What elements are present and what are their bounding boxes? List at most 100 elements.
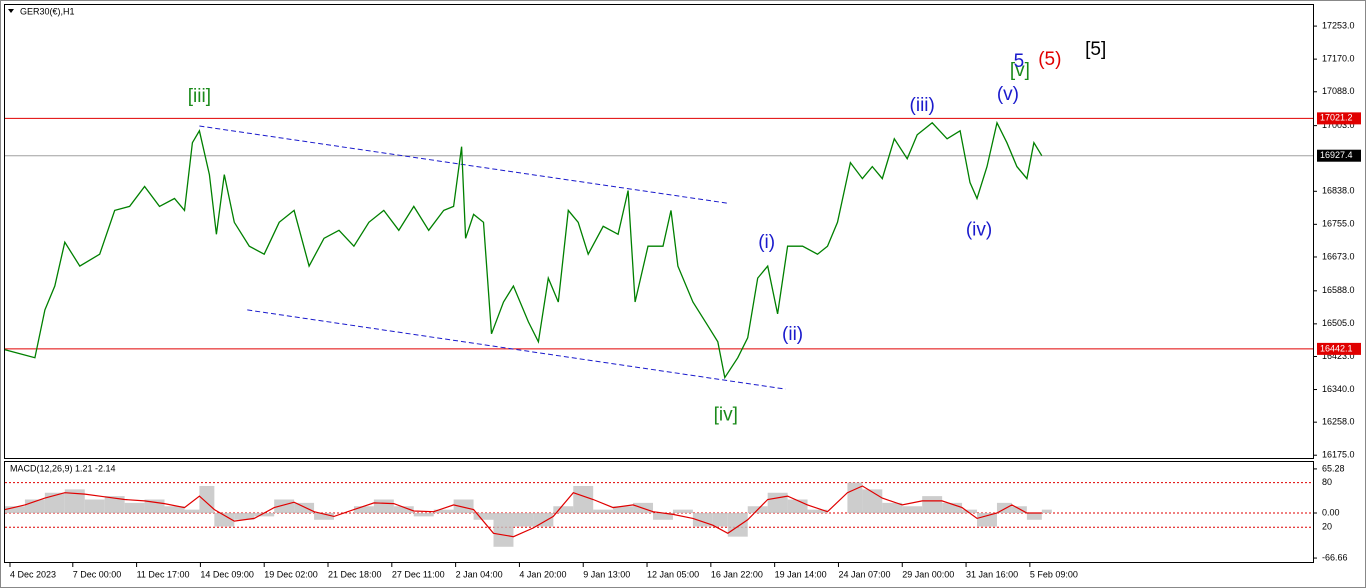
macd-bar	[787, 499, 808, 514]
level-label-box	[1317, 112, 1361, 125]
x-tick-label: 24 Jan 07:00	[838, 569, 890, 579]
x-tick-label: 19 Dec 02:00	[264, 569, 318, 579]
y-tick-label: 16838.0	[1322, 186, 1355, 196]
y-tick-label: 17088.0	[1322, 86, 1355, 96]
macd-bar	[533, 513, 554, 527]
macd-bar	[5, 506, 25, 514]
macd-bar	[124, 502, 145, 514]
y-tick-label: 16258.0	[1322, 417, 1355, 427]
x-tick-label: 14 Dec 09:00	[200, 569, 254, 579]
y-tick-label: 16340.0	[1322, 384, 1355, 394]
macd-bar	[1026, 513, 1042, 520]
macd-bar	[653, 513, 673, 520]
macd-bar	[922, 496, 943, 514]
macd-bar	[712, 513, 728, 527]
macd-bar	[962, 509, 978, 514]
y-tick-label: 16588.0	[1322, 285, 1355, 295]
macd-bar	[847, 482, 863, 514]
macd-bar	[613, 506, 634, 514]
wave-label: (iv)	[966, 219, 992, 240]
y-tick-label: 17003.0	[1322, 120, 1355, 130]
y-tick-label: 65.28	[1322, 463, 1345, 473]
wave-label: (i)	[758, 232, 775, 253]
level-label-box	[1317, 149, 1361, 162]
macd-bar	[199, 485, 215, 514]
macd-bar	[84, 499, 105, 514]
macd-title: MACD(12,26,9) 1.21 -2.14	[10, 463, 116, 473]
panel-menu-icon[interactable]	[8, 9, 14, 13]
level-label: 80	[1322, 477, 1332, 487]
x-tick-label: 5 Feb 09:00	[1030, 569, 1078, 579]
x-tick-label: 9 Jan 13:00	[583, 569, 630, 579]
y-tick-label: 0.00	[1322, 507, 1340, 517]
x-tick-label: 11 Dec 17:00	[137, 569, 190, 579]
macd-bar	[573, 485, 594, 514]
price-line	[4, 120, 1043, 380]
wave-label: (v)	[997, 84, 1019, 105]
macd-bar	[593, 509, 614, 514]
wave-label: [5]	[1085, 39, 1106, 60]
chart-title: GER30(€),H1	[20, 6, 75, 16]
macd-bar	[294, 502, 315, 514]
x-tick-label: 19 Jan 14:00	[775, 569, 827, 579]
wave-label: (ii)	[782, 324, 803, 345]
wave-label: [iii]	[188, 86, 211, 107]
macd-bar	[902, 506, 923, 514]
macd-bar	[1041, 509, 1052, 514]
macd-bar	[862, 489, 883, 514]
wave-label: [iv]	[714, 404, 738, 425]
signal-line	[4, 485, 1042, 538]
macd-bar	[553, 506, 574, 514]
macd-bar	[184, 509, 200, 514]
macd-bar	[942, 502, 963, 514]
y-tick-label: 17253.0	[1322, 20, 1355, 30]
macd-bar	[44, 492, 65, 514]
x-tick-label: 4 Jan 20:00	[519, 569, 566, 579]
x-tick-label: 7 Dec 00:00	[73, 569, 122, 579]
level-label: 16927.4	[1320, 150, 1353, 160]
level-label: 16442.1	[1320, 343, 1353, 353]
macd-bar	[807, 509, 828, 514]
price-panel	[4, 4, 1314, 459]
macd-bar	[882, 502, 903, 514]
macd-bar	[314, 513, 334, 520]
level-label-box	[1317, 342, 1361, 355]
wave-label: (iii)	[910, 95, 935, 116]
macd-bar	[513, 513, 534, 527]
macd-bar	[473, 513, 494, 520]
macd-bar	[977, 513, 997, 527]
y-tick-label: 16423.0	[1322, 351, 1355, 361]
macd-bar	[996, 502, 1012, 514]
macd-bar	[234, 513, 255, 520]
macd-panel	[4, 461, 1314, 563]
macd-bar	[254, 513, 275, 517]
macd-bar	[1011, 506, 1027, 514]
macd-bar	[727, 513, 748, 537]
x-tick-label: 2 Jan 04:00	[456, 569, 503, 579]
level-label: 17021.2	[1320, 113, 1353, 123]
y-tick-label: 16175.0	[1322, 450, 1355, 460]
macd-bar	[214, 513, 235, 527]
y-tick-label: -66.66	[1322, 552, 1348, 562]
macd-bar	[274, 499, 295, 514]
x-tick-label: 29 Jan 00:00	[902, 569, 954, 579]
macd-bar	[373, 499, 394, 514]
y-tick-label: 17170.0	[1322, 54, 1355, 64]
macd-bar	[64, 489, 85, 514]
macd-bar	[413, 513, 434, 517]
x-tick-label: 21 Dec 18:00	[328, 569, 382, 579]
macd-bar	[493, 513, 514, 547]
macd-bar	[672, 509, 693, 514]
x-tick-label: 4 Dec 2023	[10, 569, 56, 579]
macd-bar	[164, 506, 185, 514]
level-label: 20	[1322, 522, 1332, 532]
macd-bar	[393, 506, 414, 514]
x-tick-label: 12 Jan 05:00	[647, 569, 699, 579]
y-tick-label: 16505.0	[1322, 318, 1355, 328]
macd-bar	[433, 509, 454, 514]
wave-label: [v]	[1010, 60, 1030, 81]
wave-label: 5	[1014, 51, 1025, 72]
macd-bar	[353, 506, 374, 514]
